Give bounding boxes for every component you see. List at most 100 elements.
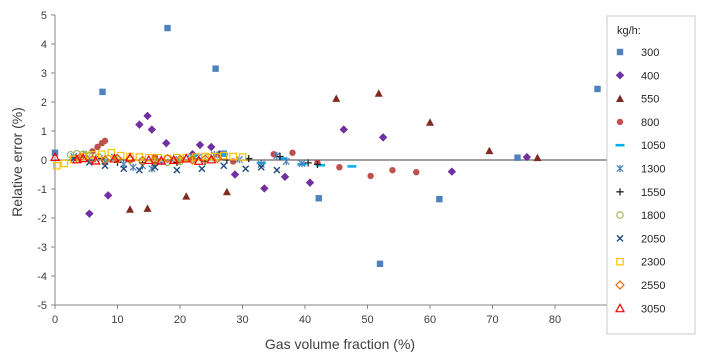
data-point-2050 xyxy=(242,165,250,173)
data-point-3050 xyxy=(193,155,204,165)
data-point-1300 xyxy=(129,163,137,172)
data-point-3050 xyxy=(143,154,154,164)
data-point-3050 xyxy=(109,153,120,163)
data-point-400 xyxy=(195,140,205,150)
data-point-400 xyxy=(230,170,240,179)
legend-item-550: 550 xyxy=(616,94,659,106)
data-point-400 xyxy=(207,142,216,152)
legend-item-2550: 2550 xyxy=(615,280,665,292)
data-point-2550 xyxy=(100,155,110,165)
data-point-1550 xyxy=(313,160,322,168)
data-point-2550 xyxy=(150,155,160,165)
data-point-2550 xyxy=(162,153,173,164)
data-point-1550 xyxy=(276,152,284,161)
data-point-550 xyxy=(126,205,134,213)
data-point-2300 xyxy=(53,162,61,170)
data-point-400 xyxy=(447,167,457,176)
data-point-3050 xyxy=(71,154,82,164)
y-tick-label: 4 xyxy=(41,39,47,51)
legend-item-1300: 1300 xyxy=(616,164,665,176)
data-point-300 xyxy=(436,195,443,203)
legend-marker-1550 xyxy=(616,188,624,196)
data-point-550 xyxy=(222,187,231,196)
legend-marker-2050 xyxy=(616,234,624,242)
legend-box xyxy=(606,15,696,335)
x-tick-label: 10 xyxy=(111,314,123,326)
data-point-400 xyxy=(147,125,157,134)
series-2550 xyxy=(75,152,223,166)
data-point-2050 xyxy=(101,162,109,170)
data-point-2550 xyxy=(200,154,210,164)
data-marks xyxy=(49,24,601,268)
legend-marker-2300 xyxy=(616,257,624,266)
legend-label-400: 400 xyxy=(641,70,659,82)
legend-item-800: 800 xyxy=(616,117,659,129)
data-point-2300 xyxy=(98,150,106,159)
data-point-2300 xyxy=(201,152,209,161)
data-point-300 xyxy=(594,85,601,93)
data-point-2300 xyxy=(219,151,228,160)
x-tick-label: 20 xyxy=(174,314,186,326)
x-tick-label: 70 xyxy=(486,314,498,326)
y-tick-label: -1 xyxy=(37,184,47,196)
data-point-400 xyxy=(339,125,348,134)
x-tick-label: 80 xyxy=(549,314,561,326)
legend: 300 400 550 800 1050 1300 1550 1800 2050 2300 2550… xyxy=(614,47,665,315)
x-tick-label: 0 xyxy=(52,314,58,326)
data-point-2300 xyxy=(229,152,237,161)
legend-marker-2550 xyxy=(615,280,625,290)
x-tick-label: 50 xyxy=(361,314,373,326)
legend-label-1550: 1550 xyxy=(641,187,665,199)
x-tick-label: 60 xyxy=(424,314,436,326)
legend-label-550: 550 xyxy=(641,94,659,106)
data-point-800 xyxy=(413,168,420,176)
legend-label-1300: 1300 xyxy=(641,164,665,176)
data-point-400 xyxy=(135,120,144,129)
data-point-3050 xyxy=(181,153,192,163)
data-point-3050 xyxy=(168,154,179,164)
legend-label-2050: 2050 xyxy=(641,233,665,245)
y-tick-label: -2 xyxy=(37,213,47,225)
data-point-800 xyxy=(367,172,374,180)
data-point-800 xyxy=(101,137,109,145)
data-point-2300 xyxy=(107,148,116,157)
data-point-400 xyxy=(162,138,171,148)
y-tick-label: -3 xyxy=(37,242,47,254)
legend-marker-1800 xyxy=(616,211,624,219)
series-550 xyxy=(126,89,542,213)
data-point-400 xyxy=(103,191,113,200)
legend-label-300: 300 xyxy=(641,47,659,59)
legend-label-3050: 3050 xyxy=(641,303,665,315)
y-tick-label: 0 xyxy=(41,155,47,167)
data-point-2050 xyxy=(220,162,228,170)
data-point-550 xyxy=(533,153,542,162)
data-point-2300 xyxy=(60,159,69,168)
data-point-2550 xyxy=(212,153,223,164)
legend-marker-400 xyxy=(615,71,625,80)
series-3050 xyxy=(49,151,217,165)
data-point-400 xyxy=(143,111,152,121)
data-point-3050 xyxy=(206,154,217,164)
data-point-800 xyxy=(336,164,343,171)
data-point-550 xyxy=(332,94,341,102)
data-point-1300 xyxy=(298,159,306,168)
data-point-2050 xyxy=(135,166,143,174)
data-point-300 xyxy=(212,65,219,72)
legend-item-1800: 1800 xyxy=(616,210,665,222)
legend-item-1550: 1550 xyxy=(616,187,665,199)
data-point-2050 xyxy=(173,166,181,174)
data-point-550 xyxy=(374,89,383,97)
data-point-550 xyxy=(426,118,434,126)
data-point-800 xyxy=(94,143,101,151)
data-point-2550 xyxy=(187,155,198,165)
legend-label-2550: 2550 xyxy=(641,280,665,292)
x-tick-label: 40 xyxy=(299,314,311,326)
data-point-2300 xyxy=(88,150,97,159)
data-point-300 xyxy=(315,195,322,202)
data-point-2550 xyxy=(175,154,185,165)
data-point-1300 xyxy=(273,151,281,160)
data-point-550 xyxy=(485,146,494,155)
data-point-800 xyxy=(389,166,396,174)
